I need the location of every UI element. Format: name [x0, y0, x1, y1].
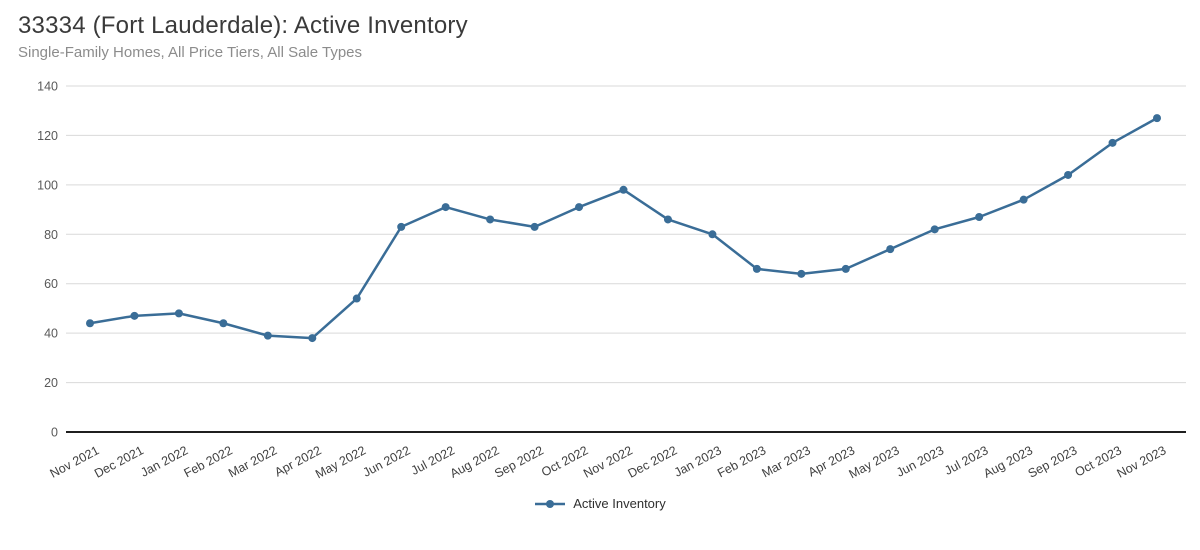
data-point-marker	[930, 225, 939, 234]
x-axis-tick-label: Mar 2023	[760, 443, 813, 480]
data-point-marker	[1108, 138, 1117, 147]
y-axis-tick-label: 0	[51, 426, 58, 440]
data-point-marker	[619, 185, 628, 194]
x-axis-tick-label: Feb 2023	[715, 443, 768, 480]
y-axis-tick-label: 120	[37, 129, 58, 143]
data-point-marker	[441, 203, 450, 212]
x-axis-tick-label: Sep 2023	[1026, 443, 1080, 481]
data-point-marker	[752, 264, 761, 273]
data-point-marker	[86, 319, 94, 328]
x-axis-tick-label: Jan 2022	[138, 443, 190, 480]
data-point-marker	[397, 222, 406, 231]
x-axis-tick-label: Nov 2023	[1115, 443, 1169, 481]
data-point-marker	[308, 334, 317, 343]
data-point-marker	[797, 269, 806, 278]
data-point-marker	[130, 311, 139, 320]
active-inventory-series-line	[88, 116, 1159, 340]
legend-item-label: Active Inventory	[573, 496, 666, 511]
x-axis-tick-label: Sep 2022	[492, 443, 546, 481]
y-axis-tick-label: 40	[44, 327, 58, 341]
data-point-marker	[886, 245, 895, 254]
data-point-marker	[174, 309, 183, 318]
x-axis-tick-label: Dec 2021	[92, 443, 146, 481]
data-point-marker	[219, 319, 228, 328]
data-point-marker	[1153, 114, 1161, 123]
chart-legend: Active Inventory	[0, 496, 1200, 511]
legend-line-marker-icon	[535, 499, 566, 508]
data-point-marker	[486, 215, 495, 224]
data-point-marker	[1019, 195, 1028, 204]
x-axis-tick-label: May 2022	[313, 443, 368, 481]
data-point-marker	[263, 331, 272, 340]
data-point-marker	[841, 264, 850, 273]
x-axis-tick-label: Aug 2022	[448, 443, 502, 481]
x-axis-tick-label: Nov 2022	[581, 443, 635, 481]
x-axis-tick-label: Mar 2022	[226, 443, 279, 480]
data-point-marker	[708, 230, 717, 239]
x-axis-tick-label: Jun 2023	[894, 443, 946, 480]
chart-subtitle: Single-Family Homes, All Price Tiers, Al…	[18, 44, 363, 61]
x-axis-tick-label: Oct 2023	[1073, 443, 1124, 479]
y-axis-tick-label: 100	[37, 178, 58, 192]
y-axis-tick-label: 140	[37, 80, 58, 94]
data-point-marker	[530, 222, 539, 231]
x-axis-tick-label: Jun 2022	[361, 443, 413, 480]
x-axis-tick-label: Oct 2022	[539, 443, 590, 479]
chart-title: 33334 (Fort Lauderdale): Active Inventor…	[18, 12, 468, 39]
data-point-marker	[575, 203, 584, 212]
data-point-marker	[975, 212, 984, 221]
x-axis-tick-label: Aug 2023	[981, 443, 1035, 481]
x-axis-tick-label: Dec 2022	[626, 443, 680, 481]
data-point-marker	[1064, 170, 1073, 179]
x-axis-tick-label: Feb 2022	[182, 443, 235, 480]
y-axis-tick-label: 60	[44, 277, 58, 291]
x-axis-tick-label: Jan 2023	[672, 443, 724, 480]
y-axis-tick-label: 80	[44, 228, 58, 242]
data-point-marker	[663, 215, 672, 224]
legend-item-active-inventory[interactable]: Active Inventory	[534, 496, 666, 511]
y-axis-tick-label: 20	[44, 376, 58, 390]
data-point-marker	[352, 294, 361, 303]
x-axis-tick-label: May 2023	[847, 443, 902, 481]
x-axis-tick-label: Nov 2021	[48, 443, 102, 481]
